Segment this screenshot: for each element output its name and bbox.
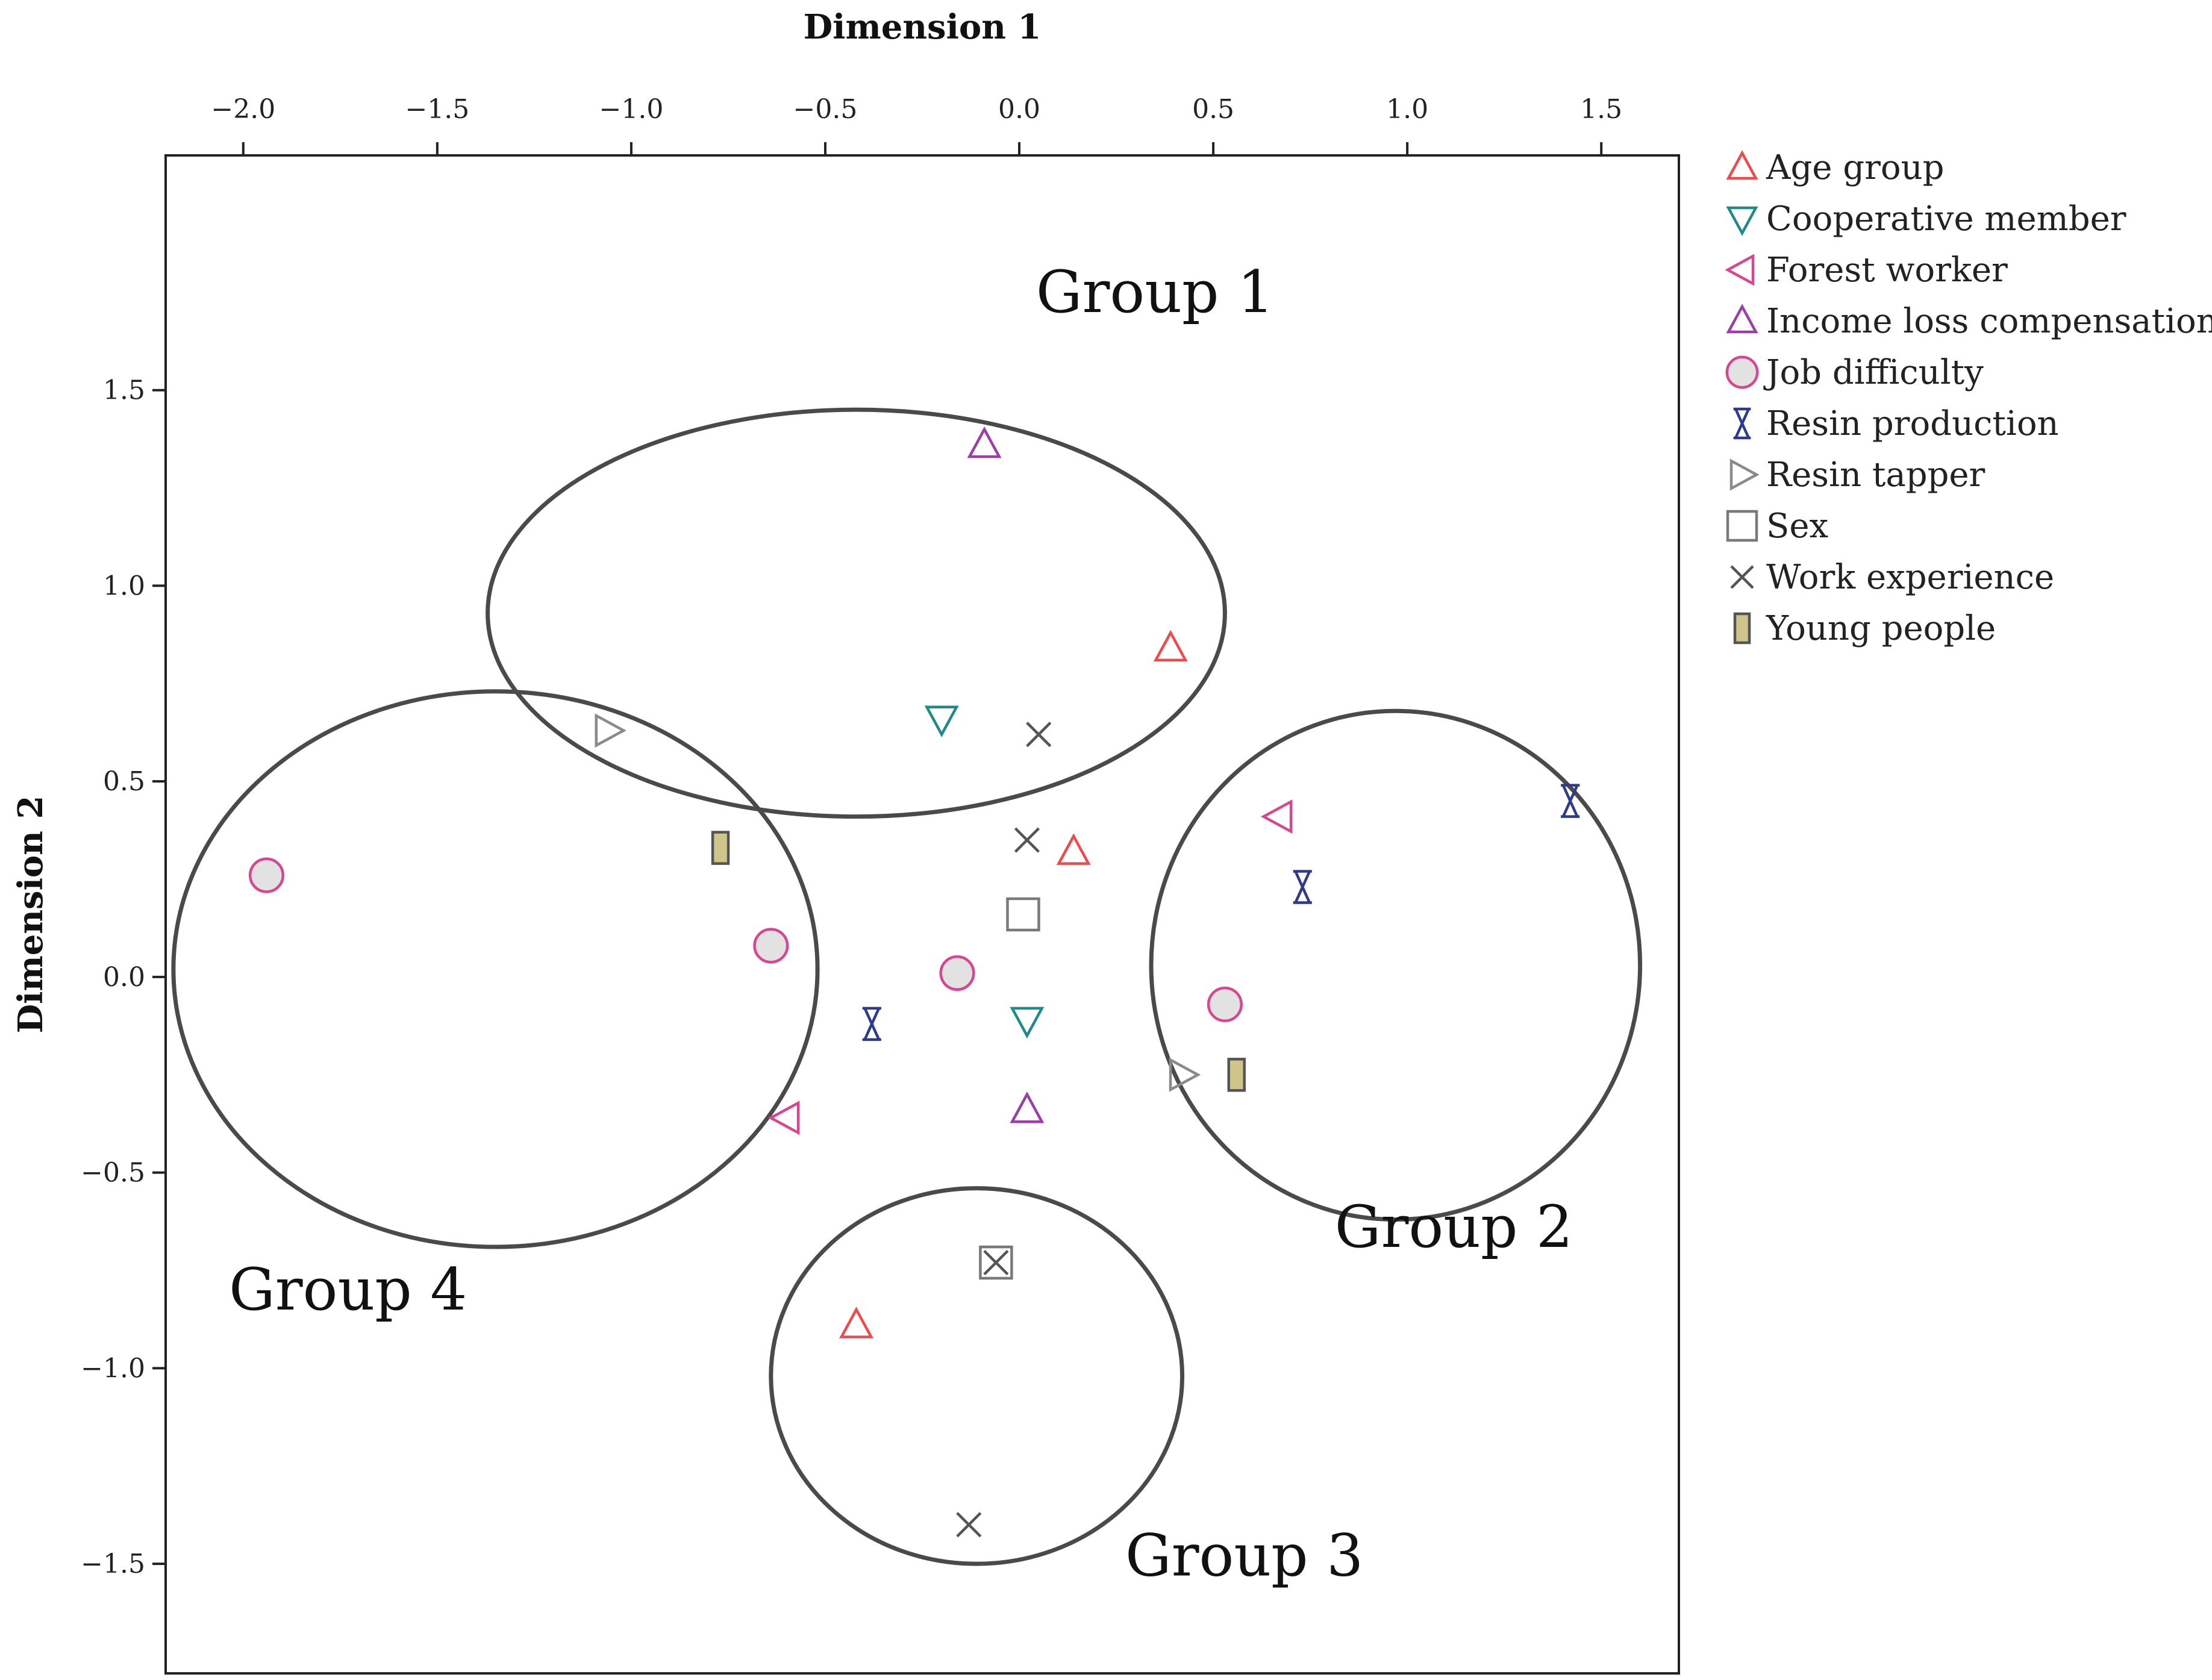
ellipse-group-2 (1149, 708, 1643, 1222)
legend-marker-resin-tapper (1729, 458, 1760, 491)
point-sex (1006, 897, 1040, 932)
x-axis-title: Dimension 1 (804, 7, 1042, 47)
label-group-4: Group 4 (229, 1256, 467, 1323)
x-tick-label: 1.5 (1580, 94, 1622, 125)
y-tick-label: 1.5 (103, 375, 145, 406)
legend-label-work-experience: Work experience (1766, 558, 2054, 597)
legend-label-resin-tapper: Resin tapper (1766, 455, 1985, 495)
point-young-people (711, 831, 730, 865)
legend-marker-sex (1726, 510, 1758, 542)
point-young-people (1227, 1058, 1246, 1092)
legend-marker-work-experience (1730, 565, 1754, 589)
group-ellipses: Group 1 Group 2 Group 3 Group 4 (171, 258, 1643, 1590)
x-tick-label: −0.5 (793, 94, 858, 125)
label-group-3: Group 3 (1125, 1522, 1363, 1590)
point-age-group (1153, 629, 1188, 662)
point-job-difficulty (753, 928, 789, 964)
y-tick-label: 1.0 (103, 570, 145, 601)
legend-marker-young-people (1733, 612, 1751, 645)
point-age-group (1056, 833, 1091, 865)
label-group-2: Group 2 (1335, 1193, 1573, 1261)
point-work-experience (1026, 722, 1052, 748)
point-cooperative-member (924, 705, 959, 737)
point-work-experience (1014, 827, 1040, 853)
ellipse-group-4 (171, 689, 820, 1249)
point-resin-production (862, 1007, 881, 1041)
x-axis-ticks: −2.0 −1.5 −1.0 −0.5 0.0 0.5 1.0 1.5 (211, 94, 1622, 155)
point-job-difficulty (248, 857, 285, 893)
ellipse-group-1 (486, 407, 1227, 819)
point-job-difficulty (1207, 986, 1243, 1022)
point-job-difficulty (939, 955, 975, 991)
legend-label-job-difficulty: Job difficulty (1763, 353, 1984, 392)
point-resin-production (1293, 870, 1312, 904)
legend-marker-job-difficulty (1725, 355, 1759, 389)
point-age-group (839, 1307, 873, 1338)
y-tick-label: 0.5 (103, 766, 145, 797)
legend-label-young-people: Young people (1766, 609, 1996, 648)
label-group-1: Group 1 (1036, 258, 1274, 326)
y-tick-label: 0.0 (103, 962, 145, 993)
legend-label-sex: Sex (1766, 507, 1828, 546)
point-resin-production (1561, 784, 1580, 818)
point-sex (979, 1245, 1013, 1280)
x-tick-label: 1.0 (1386, 94, 1428, 125)
data-points (248, 426, 1580, 1538)
legend-marker-forest-worker (1725, 254, 1755, 286)
y-tick-label: −0.5 (81, 1158, 145, 1188)
legend-label-forest-worker: Forest worker (1766, 251, 2008, 290)
point-cooperative-member (1010, 1007, 1045, 1039)
y-tick-label: −1.0 (81, 1353, 145, 1384)
legend-label-resin-production: Resin production (1766, 404, 2059, 443)
x-tick-label: 0.0 (998, 94, 1040, 125)
point-work-experience (956, 1512, 982, 1538)
point-forest-worker (767, 1101, 800, 1135)
plot-frame (164, 154, 1680, 1675)
legend-label-cooperative-member: Cooperative member (1766, 199, 2126, 239)
point-income-loss-compensation (967, 426, 1002, 458)
legend-label-income-loss-compensation: Income loss compensation (1766, 302, 2212, 341)
y-tick-label: −1.5 (81, 1549, 145, 1579)
x-tick-label: 0.5 (1192, 94, 1234, 125)
x-tick-label: −1.5 (405, 94, 469, 125)
point-forest-worker (1260, 799, 1293, 834)
legend: Age group Cooperative member Forest worker… (1725, 148, 2212, 648)
x-tick-label: −1.0 (599, 94, 664, 125)
legend-marker-age-group (1726, 150, 1758, 180)
y-axis-title: Dimension 2 (11, 796, 51, 1034)
point-resin-tapper (595, 713, 626, 748)
ellipse-group-3 (769, 1186, 1185, 1566)
legend-label-age-group: Age group (1766, 148, 1944, 187)
point-income-loss-compensation (1010, 1091, 1045, 1123)
legend-marker-cooperative-member (1726, 206, 1758, 236)
point-work-experience (983, 1249, 1009, 1276)
legend-marker-income-loss-compensation (1726, 304, 1758, 334)
y-axis-ticks: 1.5 1.0 0.5 0.0 −0.5 −1.0 −1.5 (81, 375, 166, 1579)
x-tick-label: −2.0 (211, 94, 275, 125)
legend-marker-resin-production (1733, 407, 1751, 440)
point-resin-tapper (1169, 1057, 1201, 1092)
